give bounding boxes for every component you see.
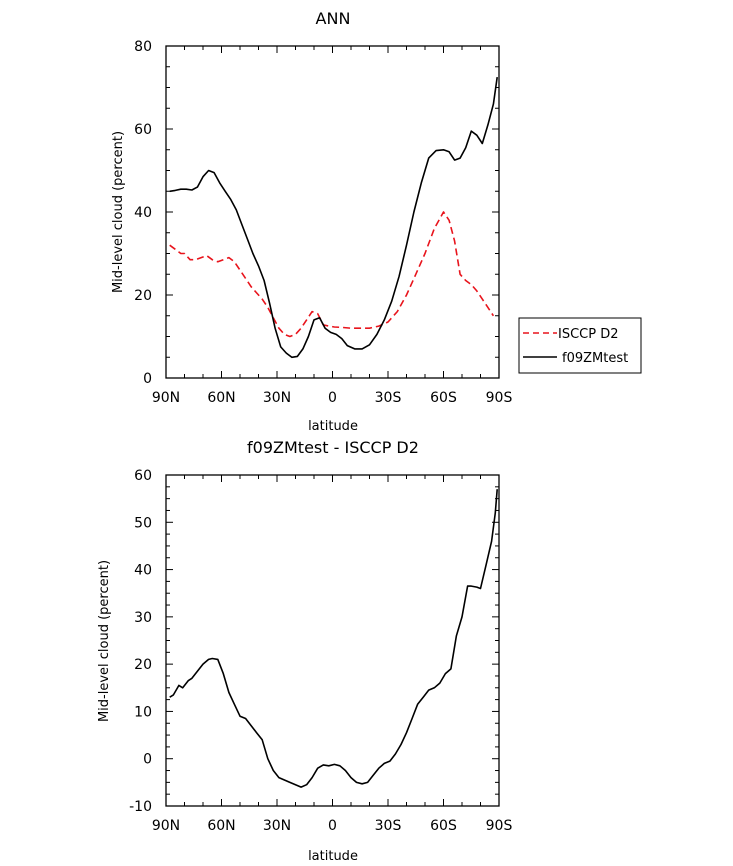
x-tick-label: 60S (430, 818, 457, 834)
x-tick-label: 90N (152, 818, 180, 834)
series-line-difference-0 (169, 489, 498, 788)
x-tick-label: 90N (152, 390, 180, 406)
top-panel: ANN 90N 60N 30N 0 30S 60S 90S 0 20 40 60 80 latitud… (111, 9, 512, 434)
series-layer (169, 489, 498, 788)
x-axis-label: latitude (308, 419, 358, 434)
y-tick-label: 80 (134, 39, 152, 55)
y-tick-label: 20 (134, 288, 152, 304)
x-tick-label: 30N (263, 390, 291, 406)
plot-area (165, 45, 500, 379)
x-axis-label: latitude (308, 849, 358, 864)
axis-ticks: 90N 60N 30N 0 30S 60S 90S 0 20 40 60 80 (134, 39, 512, 406)
y-tick-label: 40 (134, 563, 152, 579)
x-tick-label: 0 (328, 818, 337, 834)
y-tick-label: 60 (134, 468, 152, 484)
x-tick-label: 30N (263, 818, 291, 834)
y-tick-label: 50 (134, 515, 152, 531)
chart-title: f09ZMtest - ISCCP D2 (247, 438, 419, 457)
x-tick-label: 0 (328, 390, 337, 406)
legend-box (518, 317, 642, 374)
y-tick-label: 0 (143, 752, 152, 768)
y-axis-label: Mid-level cloud (percent) (111, 131, 126, 293)
chart-title: ANN (316, 9, 351, 28)
y-tick-label: 30 (134, 610, 152, 626)
y-tick-label: 60 (134, 122, 152, 138)
y-tick-label: -10 (129, 799, 152, 815)
axis-ticks: 90N 60N 30N 0 30S 60S 90S -10 0 10 20 30 40 50 60 (129, 468, 512, 834)
x-tick-label: 60S (430, 390, 457, 406)
x-tick-label: 30S (375, 818, 402, 834)
x-tick-label: 90S (486, 818, 513, 834)
y-tick-label: 40 (134, 205, 152, 221)
plot-area (165, 474, 500, 807)
series-line-f09zmtest (169, 76, 498, 359)
x-tick-label: 60N (207, 818, 235, 834)
series-line-isccp-d2 (169, 211, 495, 338)
legend-label-model: f09ZMtest (562, 351, 628, 366)
x-tick-label: 30S (375, 390, 402, 406)
y-tick-label: 0 (143, 371, 152, 387)
y-axis-label: Mid-level cloud (percent) (97, 560, 112, 722)
legend: ISCCP D2 f09ZMtest (518, 317, 642, 374)
x-tick-label: 90S (486, 390, 513, 406)
y-tick-label: 10 (134, 704, 152, 720)
x-tick-label: 60N (207, 390, 235, 406)
series-layer (169, 76, 498, 359)
bottom-panel: f09ZMtest - ISCCP D2 90N 60N 30N 0 30S 60S 90S… (97, 438, 512, 864)
y-tick-label: 20 (134, 657, 152, 673)
legend-label-isccp: ISCCP D2 (558, 327, 619, 342)
